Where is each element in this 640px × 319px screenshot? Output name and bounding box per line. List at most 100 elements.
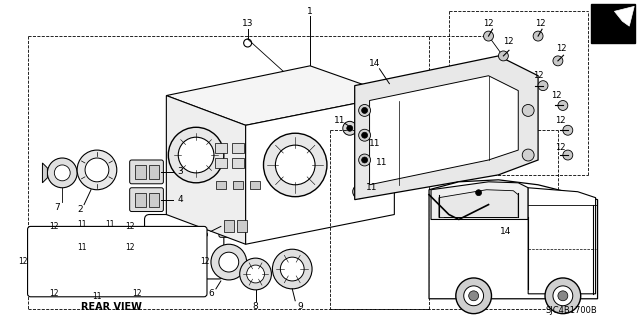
Circle shape bbox=[273, 249, 312, 289]
Text: 12: 12 bbox=[49, 222, 59, 231]
Circle shape bbox=[464, 286, 484, 306]
Circle shape bbox=[275, 145, 315, 185]
Circle shape bbox=[358, 129, 371, 141]
Circle shape bbox=[558, 291, 568, 301]
Circle shape bbox=[353, 185, 367, 199]
Bar bbox=[134, 193, 145, 207]
Text: 12: 12 bbox=[533, 71, 543, 80]
Circle shape bbox=[152, 275, 164, 287]
Circle shape bbox=[553, 286, 573, 306]
Circle shape bbox=[486, 197, 501, 212]
Polygon shape bbox=[369, 76, 518, 185]
Text: 11: 11 bbox=[77, 243, 87, 252]
Text: 12: 12 bbox=[503, 37, 513, 46]
Circle shape bbox=[246, 265, 264, 283]
Circle shape bbox=[538, 81, 548, 91]
Circle shape bbox=[522, 105, 534, 116]
Circle shape bbox=[79, 238, 85, 244]
Circle shape bbox=[186, 254, 200, 268]
Bar bbox=[148, 165, 159, 179]
Circle shape bbox=[362, 145, 367, 151]
Text: 12: 12 bbox=[132, 289, 141, 298]
Circle shape bbox=[219, 252, 239, 272]
Bar bbox=[232, 143, 244, 153]
Polygon shape bbox=[618, 11, 636, 29]
Bar bbox=[215, 158, 227, 168]
Circle shape bbox=[152, 235, 164, 247]
Circle shape bbox=[264, 133, 327, 197]
Bar bbox=[215, 143, 227, 153]
FancyBboxPatch shape bbox=[130, 160, 163, 184]
Text: 11: 11 bbox=[376, 159, 387, 167]
Circle shape bbox=[362, 108, 367, 114]
Circle shape bbox=[563, 125, 573, 135]
Circle shape bbox=[127, 278, 132, 284]
Text: 12: 12 bbox=[556, 44, 566, 54]
Bar bbox=[233, 181, 243, 189]
Text: 12: 12 bbox=[483, 19, 494, 28]
Circle shape bbox=[79, 278, 85, 284]
Circle shape bbox=[343, 121, 356, 135]
Circle shape bbox=[211, 244, 246, 280]
Circle shape bbox=[362, 132, 367, 138]
Circle shape bbox=[280, 257, 304, 281]
Circle shape bbox=[76, 235, 88, 247]
Circle shape bbox=[75, 254, 89, 268]
FancyBboxPatch shape bbox=[145, 214, 224, 279]
Text: 4: 4 bbox=[177, 195, 183, 204]
Circle shape bbox=[124, 275, 136, 287]
Text: 12: 12 bbox=[125, 243, 134, 252]
Circle shape bbox=[156, 238, 161, 244]
Bar bbox=[148, 193, 159, 207]
Circle shape bbox=[476, 190, 481, 196]
Text: 11: 11 bbox=[77, 220, 87, 229]
Polygon shape bbox=[355, 56, 538, 200]
Circle shape bbox=[522, 149, 534, 161]
Circle shape bbox=[358, 105, 371, 116]
Circle shape bbox=[362, 157, 367, 163]
Circle shape bbox=[240, 258, 271, 290]
FancyBboxPatch shape bbox=[28, 226, 207, 297]
Circle shape bbox=[49, 275, 60, 287]
Text: 7: 7 bbox=[54, 203, 60, 212]
Text: 12: 12 bbox=[200, 256, 210, 266]
Text: 13: 13 bbox=[242, 19, 253, 28]
Circle shape bbox=[367, 165, 372, 171]
Text: 9: 9 bbox=[298, 302, 303, 311]
Circle shape bbox=[456, 278, 492, 314]
Polygon shape bbox=[42, 163, 47, 183]
Text: SJC4B1700B: SJC4B1700B bbox=[546, 306, 598, 315]
Text: 12: 12 bbox=[550, 91, 561, 100]
Text: 5: 5 bbox=[202, 230, 208, 239]
Circle shape bbox=[356, 189, 363, 195]
Circle shape bbox=[54, 165, 70, 181]
Text: 11: 11 bbox=[369, 139, 380, 148]
Text: 11: 11 bbox=[366, 183, 378, 192]
Polygon shape bbox=[166, 66, 394, 125]
Circle shape bbox=[156, 278, 161, 284]
Circle shape bbox=[49, 235, 60, 247]
Text: REAR VIEW: REAR VIEW bbox=[81, 302, 142, 312]
Circle shape bbox=[553, 56, 563, 66]
Circle shape bbox=[468, 291, 479, 301]
Circle shape bbox=[499, 51, 508, 61]
Circle shape bbox=[76, 275, 88, 287]
Text: 1: 1 bbox=[307, 7, 313, 16]
Circle shape bbox=[545, 278, 580, 314]
Text: 6: 6 bbox=[208, 289, 214, 298]
Text: 11: 11 bbox=[334, 116, 346, 125]
Polygon shape bbox=[593, 6, 636, 41]
Text: 12: 12 bbox=[555, 143, 565, 152]
Text: 3: 3 bbox=[177, 167, 183, 176]
FancyBboxPatch shape bbox=[219, 216, 251, 237]
Circle shape bbox=[363, 161, 376, 175]
Polygon shape bbox=[614, 6, 634, 26]
Circle shape bbox=[347, 125, 353, 131]
Bar bbox=[250, 181, 260, 189]
Circle shape bbox=[47, 158, 77, 188]
Text: 12: 12 bbox=[49, 289, 59, 298]
FancyBboxPatch shape bbox=[130, 188, 163, 211]
Circle shape bbox=[124, 235, 136, 247]
Text: 11: 11 bbox=[105, 220, 115, 229]
Circle shape bbox=[123, 254, 136, 268]
